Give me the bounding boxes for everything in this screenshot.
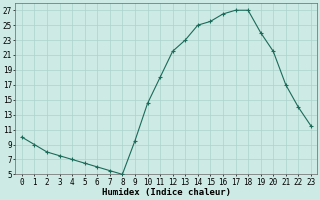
X-axis label: Humidex (Indice chaleur): Humidex (Indice chaleur) — [102, 188, 231, 197]
